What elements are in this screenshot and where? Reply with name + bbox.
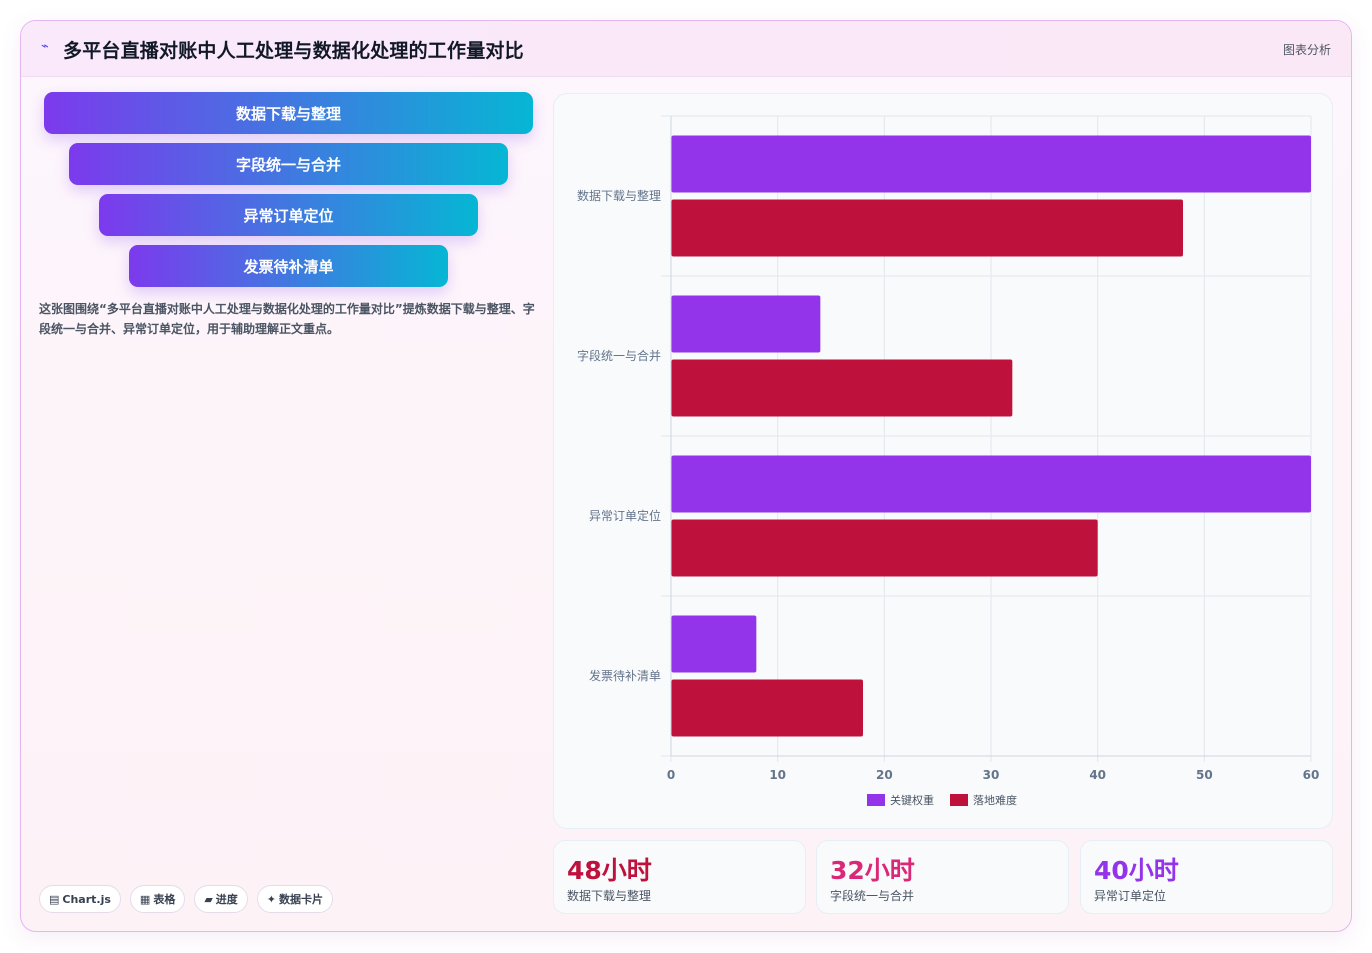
stat-card-3: 40小时 异常订单定位 (1080, 840, 1333, 914)
funnel-step-3: 异常订单定位 (99, 194, 478, 236)
description-text: 这张图围绕“多平台直播对账中人工处理与数据化处理的工作量对比”提炼数据下载与整理… (39, 302, 535, 336)
chip-table[interactable]: ▦ 表格 (129, 885, 186, 913)
main-card: ⌁ 多平台直播对账中人工处理与数据化处理的工作量对比 图表分析 数据下载与整理 … (20, 20, 1352, 932)
x-tick-label: 0 (667, 768, 675, 782)
bar-1-4 (671, 615, 757, 673)
header-bar: ⌁ 多平台直播对账中人工处理与数据化处理的工作量对比 图表分析 (21, 21, 1351, 77)
chip-progress[interactable]: ▰ 进度 (194, 885, 248, 913)
chart-wave-icon: ⌁ (41, 39, 49, 54)
header-tag: 图表分析 (1282, 43, 1331, 57)
legend-label: 落地难度 (973, 793, 1017, 807)
y-category-label: 异常订单定位 (589, 508, 661, 523)
x-tick-label: 10 (769, 768, 786, 782)
chart-icon: ▤ (49, 892, 60, 906)
bar-2-2 (671, 359, 1013, 417)
funnel-step-2: 字段统一与合并 (69, 143, 508, 185)
chart-panel: 0 10 20 30 40 50 60 数据下载与整理 字段统一与合并异常订单定位 发票待补清单关… (553, 93, 1333, 829)
stat-label: 字段统一与合并 (830, 889, 915, 903)
stat-label: 数据下载与整理 (567, 889, 652, 903)
y-category-label: 字段统一与合并 (577, 348, 661, 363)
progress-icon: ▰ (204, 892, 213, 906)
x-tick-label: 20 (876, 768, 893, 782)
sparkle-icon: ✦ (266, 892, 277, 906)
funnel-step-1: 数据下载与整理 (44, 92, 533, 134)
x-tick-label: 40 (1089, 768, 1106, 782)
chip-chartjs[interactable]: ▤ Chart.js (39, 885, 121, 913)
chip-row: ▤ Chart.js ▦ 表格 ▰ 进度 ✦ 数据卡片 (39, 885, 334, 913)
bar-1-3 (671, 455, 1311, 513)
chip-label: 数据卡片 (279, 893, 324, 906)
x-tick-label: 30 (983, 768, 1000, 782)
page-title: 多平台直播对账中人工处理与数据化处理的工作量对比 (63, 40, 524, 62)
x-tick-label: 60 (1303, 768, 1320, 782)
chip-label: Chart.js (62, 892, 111, 906)
bar-2-1 (671, 199, 1183, 257)
y-category-label: 发票待补清单 (589, 668, 661, 683)
x-tick-label: 50 (1196, 768, 1213, 782)
bar-1-2 (671, 295, 821, 353)
stat-value: 48小时 (567, 856, 652, 885)
bar-2-3 (671, 519, 1098, 577)
chip-label: 表格 (153, 893, 176, 906)
legend-swatch (867, 794, 885, 806)
stat-value: 32小时 (830, 856, 915, 885)
stat-card-1: 48小时 数据下载与整理 (553, 840, 806, 914)
legend-swatch (950, 794, 968, 806)
stat-label: 异常订单定位 (1094, 889, 1167, 903)
legend-label: 关键权重 (890, 793, 934, 807)
table-icon: ▦ (139, 892, 151, 906)
bar-chart: 0 10 20 30 40 50 60 数据下载与整理字段统一与合并异常订单定位发票待补清单关… (577, 115, 1320, 807)
bar-1-1 (671, 135, 1311, 193)
funnel-step-4: 发票待补清单 (129, 245, 448, 287)
stat-value: 40小时 (1094, 856, 1179, 885)
chip-data-card[interactable]: ✦ 数据卡片 (256, 885, 334, 913)
y-category-label: 数据下载与整理 (577, 188, 661, 203)
chip-label: 进度 (215, 893, 238, 906)
bar-2-4 (671, 679, 863, 737)
stat-card-2: 32小时 字段统一与合并 (816, 840, 1069, 914)
